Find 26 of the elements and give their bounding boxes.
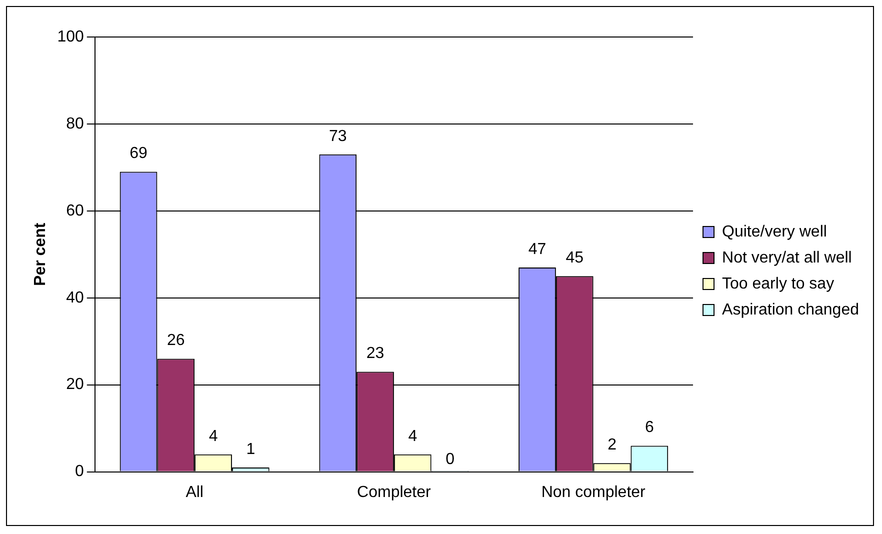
y-tick-label: 0	[74, 463, 84, 480]
data-label: 69	[130, 145, 148, 162]
x-tick-label: All	[186, 484, 204, 501]
y-tick-label: 60	[66, 202, 84, 220]
x-tick-label: Completer	[357, 484, 432, 501]
data-label: 23	[366, 345, 384, 362]
data-label: 45	[566, 250, 584, 267]
data-label: 2	[608, 436, 617, 454]
data-label: 0	[446, 451, 455, 468]
data-label: 47	[528, 240, 546, 258]
legend-label: Not very/at all well	[722, 249, 852, 266]
y-axis-title: Per cent	[32, 222, 50, 286]
legend-label: Too early to say	[722, 275, 834, 292]
y-tick-label: 20	[66, 376, 84, 394]
data-label: 26	[166, 332, 185, 350]
y-tick-label: 100	[57, 28, 84, 46]
data-label: 1	[246, 440, 256, 458]
y-tick-label: 80	[66, 115, 84, 132]
x-tick-label: Non completer	[541, 484, 646, 501]
y-tick-label: 40	[66, 289, 84, 306]
data-label: 4	[208, 428, 218, 445]
legend-label: Aspiration changed	[722, 301, 859, 318]
data-label: 4	[408, 428, 418, 445]
legend-label: Quite/very well	[722, 223, 827, 240]
data-label: 73	[328, 128, 347, 145]
data-label: 6	[644, 419, 654, 436]
